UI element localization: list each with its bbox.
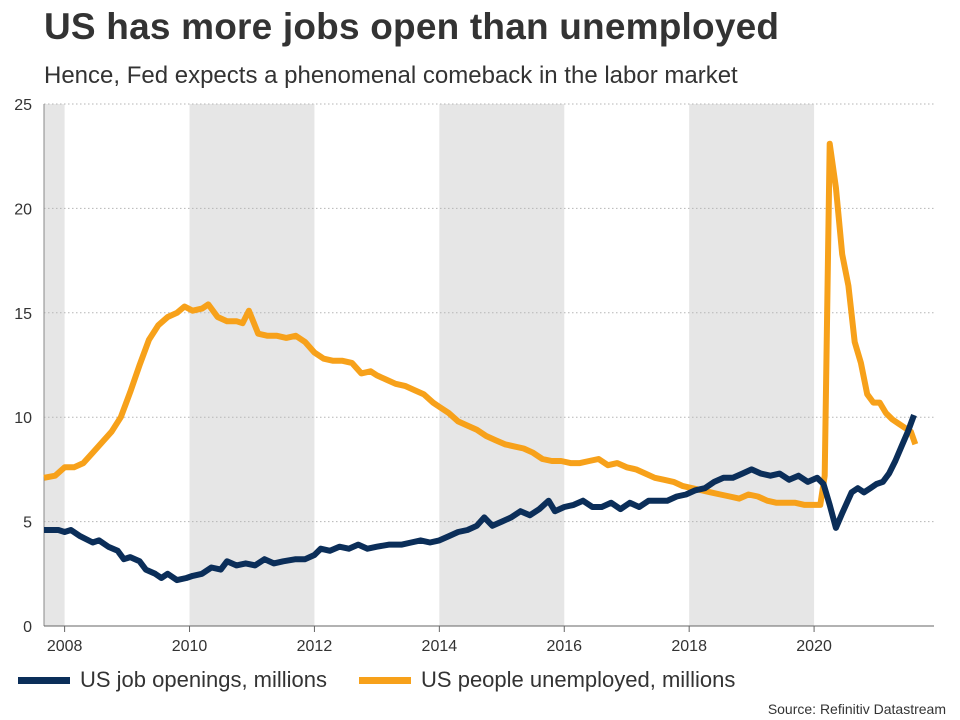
- shaded-band-1: [189, 104, 315, 626]
- shaded-band-2: [439, 104, 565, 626]
- legend-label-openings: US job openings, millions: [80, 667, 328, 692]
- legend-item-unemployed: US people unemployed, millions: [359, 667, 735, 693]
- legend-swatch-unemployed: [359, 676, 412, 684]
- legend-item-openings: US job openings, millions: [18, 667, 327, 693]
- y-tick-label-0: 0: [23, 619, 32, 636]
- x-tick-label-2008: 2008: [47, 638, 83, 655]
- series-lines: [43, 140, 919, 584]
- source-note: Source: Refinitiv Datastream: [767, 701, 946, 717]
- x-axis: 2008 2010 2012 2014 2016 2018 2020: [43, 104, 934, 655]
- series-line-unemployed: [43, 140, 919, 508]
- x-tick-label-2012: 2012: [297, 638, 333, 655]
- legend-swatch-openings: [18, 676, 70, 684]
- shaded-band-3: [689, 104, 815, 626]
- chart-title: US has more jobs open than unemployed: [44, 6, 780, 47]
- x-tick-label-2018: 2018: [671, 638, 707, 655]
- chart-subtitle: Hence, Fed expects a phenomenal comeback…: [44, 62, 738, 89]
- shaded-bands: [44, 104, 815, 626]
- shaded-band-0: [44, 104, 65, 626]
- x-tick-label-2014: 2014: [422, 638, 458, 655]
- x-tick-label-2010: 2010: [172, 638, 208, 655]
- legend: US job openings, millions US people unem…: [18, 667, 767, 693]
- series-line-job-openings: [44, 414, 917, 584]
- y-tick-label-10: 10: [14, 410, 32, 427]
- x-tick-label-2020: 2020: [796, 638, 832, 655]
- y-tick-label-5: 5: [23, 515, 32, 532]
- y-tick-label-15: 15: [14, 306, 32, 323]
- y-tick-label-20: 20: [14, 201, 32, 218]
- y-axis: 0 5 10 15 20 25: [14, 97, 32, 636]
- x-tick-label-2016: 2016: [546, 638, 582, 655]
- legend-label-unemployed: US people unemployed, millions: [421, 667, 736, 692]
- y-tick-label-25: 25: [14, 97, 32, 114]
